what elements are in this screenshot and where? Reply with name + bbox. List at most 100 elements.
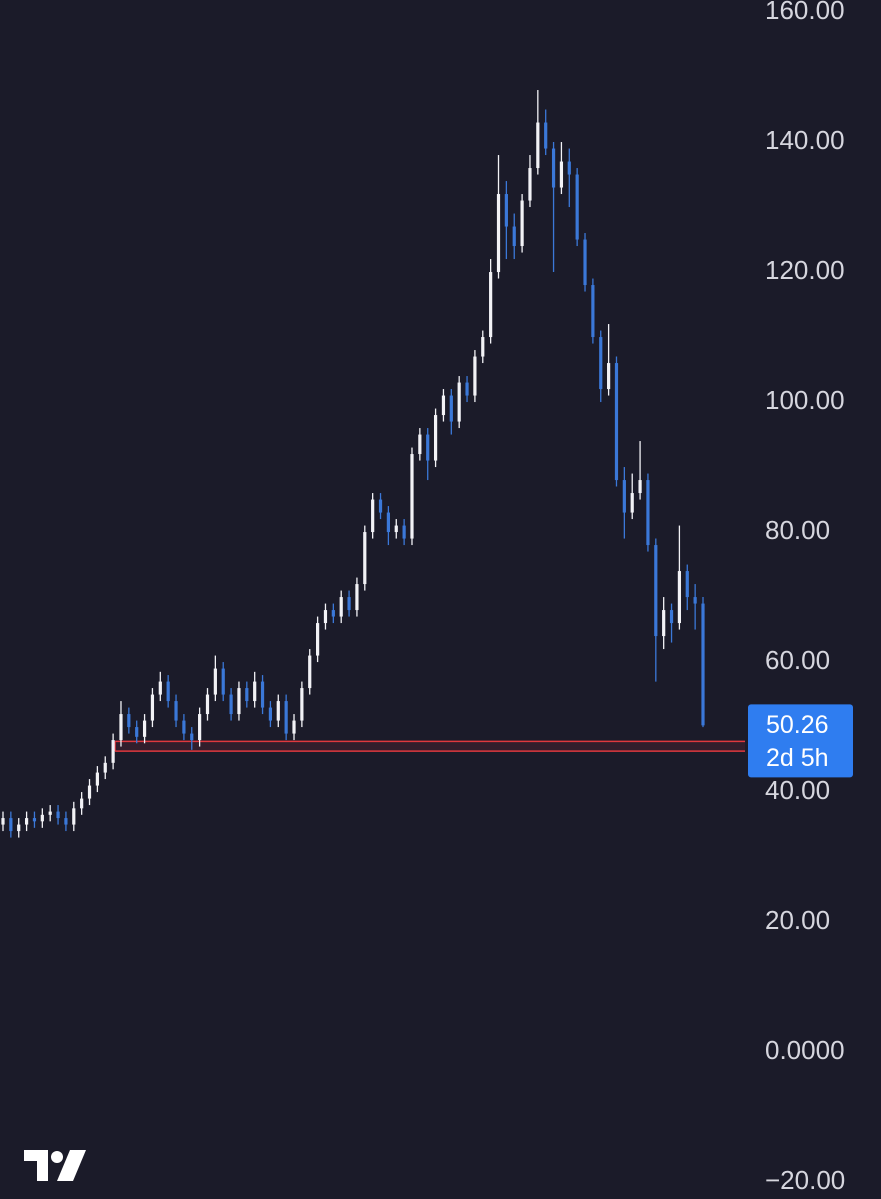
bar-body <box>17 824 21 832</box>
y-tick-label: 0.0000 <box>765 1035 845 1065</box>
y-tick-label: 100.00 <box>765 385 845 415</box>
zone-fill <box>115 741 745 752</box>
bar-body <box>441 395 446 416</box>
bar-body <box>9 818 13 832</box>
bar-body <box>221 668 225 695</box>
bar-body <box>150 694 155 721</box>
bar-body <box>158 681 162 695</box>
bar-body <box>347 597 351 611</box>
bar-body <box>662 610 666 637</box>
bar-body <box>520 200 524 247</box>
bar-body <box>316 623 320 656</box>
bar-body <box>489 272 493 338</box>
bar-body <box>394 525 398 533</box>
bar-body <box>371 499 375 533</box>
tradingview-logo <box>24 1150 86 1181</box>
bar-body <box>630 493 634 513</box>
bar-body <box>198 714 202 741</box>
y-tick-label: 160.00 <box>765 0 845 25</box>
bar-body <box>512 226 516 247</box>
bar-body <box>174 701 178 721</box>
bar-body <box>536 122 540 169</box>
bar-body <box>418 434 422 455</box>
bar-body <box>260 681 265 708</box>
bar-body <box>551 148 556 188</box>
bar-body <box>339 597 343 617</box>
bar-body <box>410 454 414 539</box>
y-tick-label: 120.00 <box>765 255 845 285</box>
bar-body <box>87 785 92 799</box>
bar-body <box>1 818 5 825</box>
bar-body <box>95 772 99 786</box>
bar-body <box>583 239 587 286</box>
y-tick-label: 80.00 <box>765 515 830 545</box>
y-tick-label: 60.00 <box>765 645 830 675</box>
bar-body <box>32 818 37 822</box>
bar-body <box>473 356 477 396</box>
y-tick-label: −20.00 <box>765 1165 845 1195</box>
bar-body <box>677 571 682 624</box>
bar-body <box>426 434 430 461</box>
bar-body <box>142 720 147 737</box>
bar-body <box>378 499 383 513</box>
bar-body <box>402 525 406 539</box>
bar-body <box>80 798 84 809</box>
bar-body <box>363 532 367 585</box>
bar-body <box>190 733 194 741</box>
bar-body <box>449 395 453 422</box>
bar-body <box>111 740 115 763</box>
bar-body <box>386 512 390 533</box>
bar-body <box>575 174 579 240</box>
bar-body <box>607 363 611 390</box>
bar-body <box>182 720 186 734</box>
bar-body <box>599 337 603 390</box>
y-tick-label: 140.00 <box>765 125 845 155</box>
bar-body <box>103 762 107 773</box>
bar-body <box>40 814 44 822</box>
bar-body <box>48 811 52 815</box>
countdown-label: 2d 5h <box>766 744 829 772</box>
bar-body <box>559 161 564 188</box>
bar-body <box>64 818 68 825</box>
bar-body <box>567 161 571 175</box>
bar-body <box>323 610 328 624</box>
price-tag <box>748 704 853 778</box>
bar-body <box>457 382 461 422</box>
bar-body <box>701 603 705 726</box>
bar-body <box>253 681 257 702</box>
bar-body <box>433 415 438 461</box>
bar-body <box>638 480 642 494</box>
bar-body <box>237 688 241 715</box>
bar-body <box>135 727 139 737</box>
bar-body <box>284 701 288 734</box>
bar-body <box>276 701 280 721</box>
y-tick-label: 20.00 <box>765 905 830 935</box>
bar-body <box>622 480 626 513</box>
bar-body <box>24 818 29 825</box>
bar-body <box>245 688 249 702</box>
bar-body <box>119 714 123 741</box>
bar-body <box>268 707 273 721</box>
bar-body <box>205 694 210 715</box>
bar-body <box>331 610 335 617</box>
bar-body <box>654 545 658 637</box>
y-tick-label: 40.00 <box>765 775 830 805</box>
bar-body <box>308 655 312 689</box>
bar-body <box>481 337 485 357</box>
bar-body <box>213 668 217 695</box>
bar-body <box>465 382 469 396</box>
bar-body <box>292 720 296 734</box>
bar-body <box>528 168 532 201</box>
price-tag-label: 50.26 <box>766 711 829 739</box>
bar-body <box>496 194 501 273</box>
bar-body <box>646 480 650 546</box>
bar-body <box>127 714 131 728</box>
bar-body <box>504 194 508 227</box>
bar-body <box>544 122 548 149</box>
bar-body <box>614 363 619 481</box>
bar-body <box>56 811 60 819</box>
bar-body <box>693 597 697 604</box>
bar-body <box>72 808 76 825</box>
bar-body <box>229 694 233 715</box>
